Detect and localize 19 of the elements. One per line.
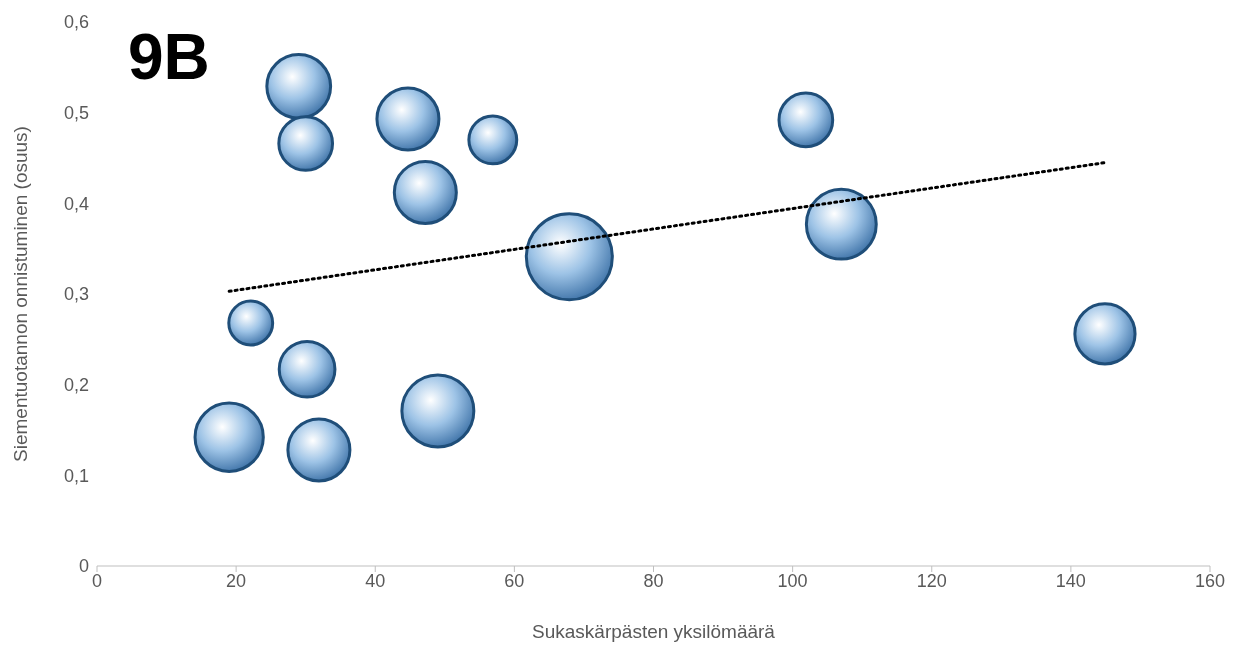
x-tick-label: 0 [91, 570, 103, 591]
y-tick-label: 0,6 [63, 12, 89, 33]
y-tick-label: 0 [78, 556, 89, 577]
y-tick-label: 0,3 [63, 284, 89, 305]
x-tick-label: 100 [777, 570, 808, 591]
x-tick-label: 20 [226, 570, 247, 591]
y-tick-label: 0,2 [63, 375, 89, 396]
y-tick-label: 0,1 [63, 465, 89, 486]
y-tick-label: 0,5 [63, 103, 89, 124]
x-tick-label: 40 [365, 570, 386, 591]
y-tick-label: 0,4 [63, 193, 89, 214]
x-tick-label: 140 [1055, 570, 1086, 591]
x-tick-label: 120 [916, 570, 947, 591]
chart-title: 9B [128, 20, 210, 94]
x-tick-label: 80 [643, 570, 664, 591]
x-axis-title: Sukaskärpästen yksilömäärä [532, 621, 776, 642]
y-axis-title: Siementuotannon onnistuminen (osuus) [9, 126, 31, 462]
x-tick-label: 160 [1194, 570, 1226, 591]
x-tick-label: 60 [504, 570, 525, 591]
